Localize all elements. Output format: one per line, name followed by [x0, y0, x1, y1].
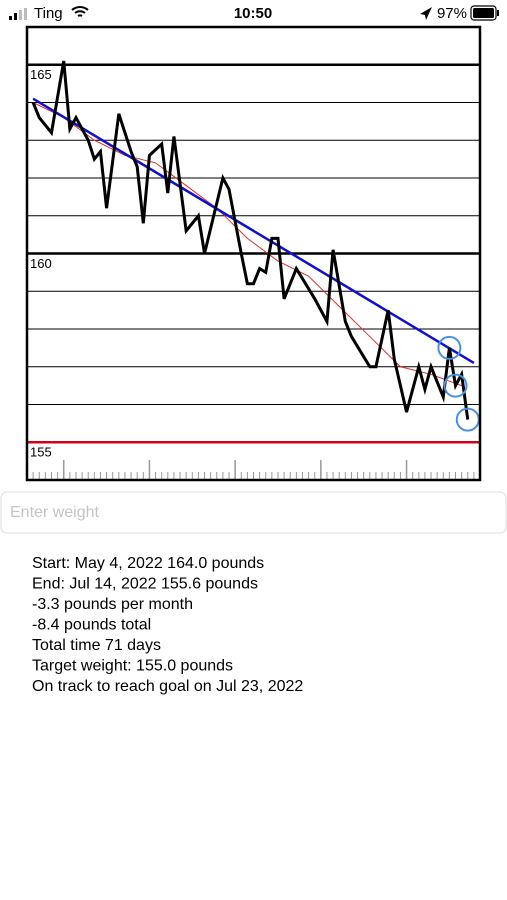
line-average	[32, 102, 462, 387]
line-weight	[31, 60, 470, 420]
location-icon	[420, 7, 432, 20]
battery-text: 97%	[437, 5, 467, 22]
wifi-icon	[71, 6, 89, 17]
carrier: Ting	[34, 5, 63, 22]
highlight-circle	[437, 335, 462, 360]
signal-icon	[9, 8, 27, 20]
line-trend	[32, 97, 475, 365]
highlight-circle	[443, 373, 468, 398]
stat-line: Start: May 4, 2022 164.0 pounds	[32, 555, 264, 572]
stat-line: -3.3 pounds per month	[32, 596, 193, 613]
clock: 10:50	[234, 5, 272, 22]
stat-line: Total time 71 days	[32, 637, 161, 654]
y-tick-label: 155	[30, 445, 52, 460]
y-tick-label: 160	[30, 256, 52, 271]
plot-frame	[25, 25, 482, 482]
stat-line: -8.4 pounds total	[32, 617, 151, 634]
stat-line: On track to reach goal on Jul 23, 2022	[32, 678, 303, 695]
stat-line: End: Jul 14, 2022 155.6 pounds	[32, 576, 258, 593]
battery-icon	[470, 5, 499, 21]
input-placeholder: Enter weight	[10, 504, 99, 521]
weight-input[interactable]	[0, 491, 507, 534]
stat-line: Target weight: 155.0 pounds	[32, 658, 233, 675]
y-tick-label: 165	[30, 67, 52, 82]
